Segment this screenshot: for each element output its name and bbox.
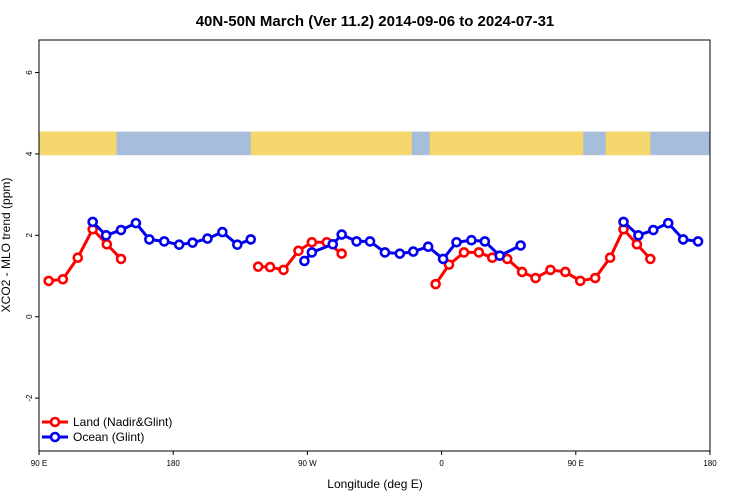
legend-marker <box>49 416 61 428</box>
legend-marker <box>49 431 61 443</box>
map-land <box>250 131 412 156</box>
data-point <box>173 239 185 250</box>
data-point <box>631 238 643 250</box>
data-point <box>516 266 528 278</box>
data-point <box>473 247 485 258</box>
data-point <box>278 264 289 276</box>
series <box>87 216 526 267</box>
x-axis-label: Longitude (deg E) <box>327 477 422 491</box>
world-map-strip <box>39 131 710 156</box>
map-land <box>605 131 651 156</box>
data-point <box>422 241 434 253</box>
data-point <box>293 245 304 257</box>
data-point <box>306 236 318 248</box>
series <box>43 223 656 290</box>
data-point <box>72 252 84 264</box>
data-point <box>466 234 477 246</box>
data-point <box>451 236 462 248</box>
data-point <box>574 275 586 287</box>
data-point <box>336 248 347 259</box>
data-point <box>479 236 491 247</box>
data-point <box>648 224 659 236</box>
data-point <box>364 236 376 247</box>
data-point <box>57 273 69 285</box>
data-point <box>202 233 213 244</box>
data-point <box>437 253 449 265</box>
series-layer <box>43 216 704 290</box>
y-tick-label: 4 <box>25 151 34 156</box>
data-point <box>232 239 243 250</box>
legend: Land (Nadir&Glint)Ocean (Glint) <box>42 415 172 444</box>
data-point <box>299 255 310 267</box>
data-point <box>458 247 470 258</box>
data-point <box>443 259 455 270</box>
data-point <box>560 266 571 278</box>
legend-label: Land (Nadir&Glint) <box>73 415 172 429</box>
data-point <box>545 264 556 276</box>
data-point <box>217 226 228 238</box>
x-tick-label: 0 <box>439 459 444 468</box>
map-land <box>429 131 584 156</box>
data-point <box>530 272 541 284</box>
data-point <box>394 248 406 259</box>
data-point <box>144 234 155 245</box>
data-point <box>379 247 391 258</box>
data-point <box>264 261 276 273</box>
data-point <box>187 237 198 248</box>
y-tick-label: 6 <box>25 70 34 75</box>
x-axis: 90 E 180 90 W 0 90 E 180 <box>31 451 717 468</box>
data-point <box>130 217 142 229</box>
data-point <box>252 261 264 272</box>
data-point <box>87 216 98 228</box>
data-point <box>43 275 54 287</box>
legend-label: Ocean (Glint) <box>73 430 144 444</box>
x-tick-label: 90 E <box>31 459 47 468</box>
data-point <box>604 252 616 264</box>
map-land <box>39 131 117 156</box>
data-point <box>430 278 441 290</box>
data-point <box>245 234 257 245</box>
y-tick-label: -2 <box>25 394 34 402</box>
data-point <box>158 236 170 247</box>
x-tick-label: 90 E <box>568 459 584 468</box>
data-point <box>618 216 629 228</box>
data-point <box>692 236 704 247</box>
y-axis: -2 0 2 4 6 <box>25 70 39 402</box>
series-line <box>303 233 522 262</box>
x-tick-label: 180 <box>703 459 717 468</box>
data-point <box>101 238 113 250</box>
y-tick-label: 0 <box>25 314 34 319</box>
data-point <box>407 246 419 257</box>
data-point <box>115 224 127 236</box>
plot-area-frame <box>38 39 711 452</box>
x-tick-label: 90 W <box>298 459 317 468</box>
data-point <box>115 253 127 265</box>
data-point <box>589 272 601 284</box>
data-point <box>677 234 689 245</box>
data-point <box>662 217 674 229</box>
data-point <box>515 240 526 251</box>
chart-title: 40N-50N March (Ver 11.2) 2014-09-06 to 2… <box>196 13 555 30</box>
data-point <box>494 250 506 261</box>
data-point <box>336 229 347 240</box>
data-point <box>327 238 339 250</box>
y-axis-label: XCO2 - MLO trend (ppm) <box>0 178 13 313</box>
data-point <box>100 230 112 241</box>
data-point <box>306 247 318 258</box>
data-point <box>645 253 656 265</box>
series <box>618 216 704 247</box>
series-line <box>434 227 652 286</box>
x-tick-label: 180 <box>167 459 181 468</box>
y-tick-label: 2 <box>25 233 34 238</box>
data-point <box>351 236 362 247</box>
data-point <box>633 230 644 241</box>
